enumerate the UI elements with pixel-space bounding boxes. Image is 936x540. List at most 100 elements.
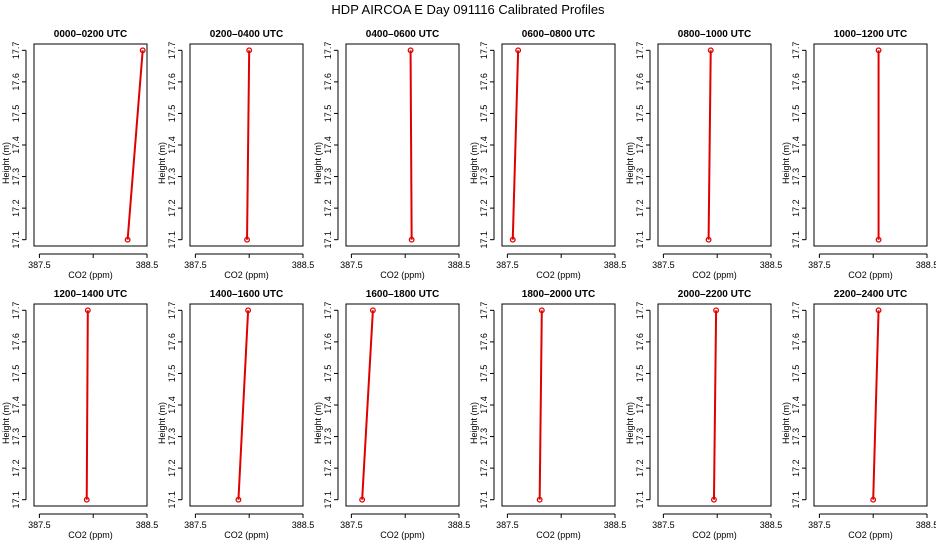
y-tick-label: 17.3: [323, 168, 333, 186]
x-tick-label: 388.5: [448, 260, 471, 270]
y-tick-label: 17.7: [635, 302, 645, 320]
y-tick-label: 17.2: [479, 459, 489, 477]
plot-frame: [813, 43, 928, 247]
y-tick-label: 17.7: [323, 42, 333, 60]
y-tick-label: 17.2: [11, 199, 21, 217]
y-tick-label: 17.3: [11, 428, 21, 446]
y-tick-label: 17.6: [479, 73, 489, 91]
y-tick-label: 17.5: [479, 105, 489, 123]
y-axis-label: Height (m): [1, 142, 11, 184]
x-tick-label: 388.5: [604, 260, 627, 270]
y-tick-label: 17.2: [479, 199, 489, 217]
y-tick-label: 17.7: [167, 42, 177, 60]
profile-line: [409, 50, 413, 240]
y-tick-label: 17.2: [323, 459, 333, 477]
profile-line: [707, 50, 712, 240]
y-tick-label: 17.1: [635, 491, 645, 509]
y-tick-label: 17.5: [11, 365, 21, 383]
y-tick-label: 17.4: [323, 396, 333, 414]
data-point: [244, 236, 250, 243]
panel-3: 0400–0600 UTC 387.5 388.5 CO2 (ppm) 17.1 17.2…: [313, 29, 470, 280]
profile-line: [872, 310, 880, 500]
panel-title: 1200–1400 UTC: [54, 289, 127, 300]
x-axis-label: CO2 (ppm): [536, 270, 581, 280]
y-tick-label: 17.5: [167, 105, 177, 123]
y-tick-label: 17.4: [479, 396, 489, 414]
data-point: [705, 236, 712, 243]
x-tick-label: 387.5: [340, 260, 363, 270]
y-tick-label: 17.3: [479, 168, 489, 186]
y-tick-label: 17.1: [323, 231, 333, 249]
y-tick-label: 17.7: [479, 302, 489, 320]
panel-grid: 0000–0200 UTC 387.5 388.5 CO2 (ppm) 17.1 17.2…: [1, 29, 936, 540]
data-point: [139, 47, 146, 54]
data-point: [870, 496, 877, 503]
plot-frame: [33, 43, 148, 247]
y-tick-label: 17.7: [479, 42, 489, 60]
y-tick-label: 17.5: [323, 105, 333, 123]
x-tick-label: 387.5: [28, 520, 51, 530]
y-tick-label: 17.1: [11, 231, 21, 249]
x-tick-label: 388.5: [292, 260, 315, 270]
y-tick-label: 17.5: [11, 105, 21, 123]
y-tick-label: 17.2: [791, 459, 801, 477]
y-tick-label: 17.2: [323, 199, 333, 217]
profile-line: [538, 310, 543, 500]
data-point: [124, 236, 131, 243]
y-tick-label: 17.2: [635, 199, 645, 217]
y-axis-label: Height (m): [469, 142, 479, 184]
y-tick-label: 17.3: [635, 428, 645, 446]
y-tick-label: 17.3: [167, 428, 177, 446]
panel-title: 0200–0400 UTC: [210, 29, 283, 40]
x-axis-label: CO2 (ppm): [68, 530, 113, 540]
x-axis-label: CO2 (ppm): [380, 530, 425, 540]
y-tick-label: 17.4: [167, 396, 177, 414]
y-axis-label: Height (m): [469, 402, 479, 444]
panel-8: 1400–1600 UTC 387.5 388.5 CO2 (ppm) 17.1 17.2…: [157, 289, 314, 540]
y-tick-label: 17.7: [635, 42, 645, 60]
y-tick-label: 17.1: [791, 491, 801, 509]
y-tick-label: 17.4: [479, 136, 489, 154]
x-tick-label: 387.5: [28, 260, 51, 270]
y-tick-label: 17.7: [167, 302, 177, 320]
panel-12: 2200–2400 UTC 387.5 388.5 CO2 (ppm) 17.1 17.2…: [781, 289, 936, 540]
y-tick-label: 17.4: [635, 136, 645, 154]
y-tick-label: 17.7: [791, 42, 801, 60]
profile-line: [361, 310, 374, 500]
panel-7: 1200–1400 UTC 387.5 388.5 CO2 (ppm) 17.1 17.2…: [1, 289, 158, 540]
y-axis-label: Height (m): [1, 402, 11, 444]
panel-title: 0000–0200 UTC: [54, 29, 127, 40]
x-tick-label: 388.5: [916, 260, 936, 270]
panel-title: 1800–2000 UTC: [522, 289, 595, 300]
y-tick-label: 17.5: [479, 365, 489, 383]
y-tick-label: 17.6: [635, 73, 645, 91]
data-point: [875, 307, 882, 314]
data-point: [84, 307, 91, 314]
panel-2: 0200–0400 UTC 387.5 388.5 CO2 (ppm) 17.1 17.2…: [157, 29, 314, 280]
y-tick-label: 17.5: [791, 365, 801, 383]
profile-line: [237, 310, 250, 500]
x-tick-label: 387.5: [184, 260, 207, 270]
panel-4: 0600–0800 UTC 387.5 388.5 CO2 (ppm) 17.1 17.2…: [469, 29, 626, 280]
y-tick-label: 17.7: [323, 302, 333, 320]
y-tick-label: 17.4: [11, 136, 21, 154]
data-point: [407, 47, 414, 54]
x-tick-label: 387.5: [340, 520, 363, 530]
y-tick-label: 17.6: [635, 333, 645, 351]
panel-1: 0000–0200 UTC 387.5 388.5 CO2 (ppm) 17.1 17.2…: [1, 29, 158, 280]
plot-frame: [33, 303, 148, 507]
panel-title: 2000–2200 UTC: [678, 289, 751, 300]
x-tick-label: 387.5: [496, 520, 519, 530]
x-tick-label: 388.5: [448, 520, 471, 530]
plot-frame: [189, 43, 304, 247]
panel-title: 1000–1200 UTC: [834, 29, 907, 40]
y-tick-label: 17.6: [167, 73, 177, 91]
x-tick-label: 387.5: [808, 520, 831, 530]
y-tick-label: 17.3: [479, 428, 489, 446]
y-tick-label: 17.6: [479, 333, 489, 351]
y-tick-label: 17.1: [791, 231, 801, 249]
panel-title: 1600–1800 UTC: [366, 289, 439, 300]
y-tick-label: 17.4: [167, 136, 177, 154]
y-tick-label: 17.3: [11, 168, 21, 186]
